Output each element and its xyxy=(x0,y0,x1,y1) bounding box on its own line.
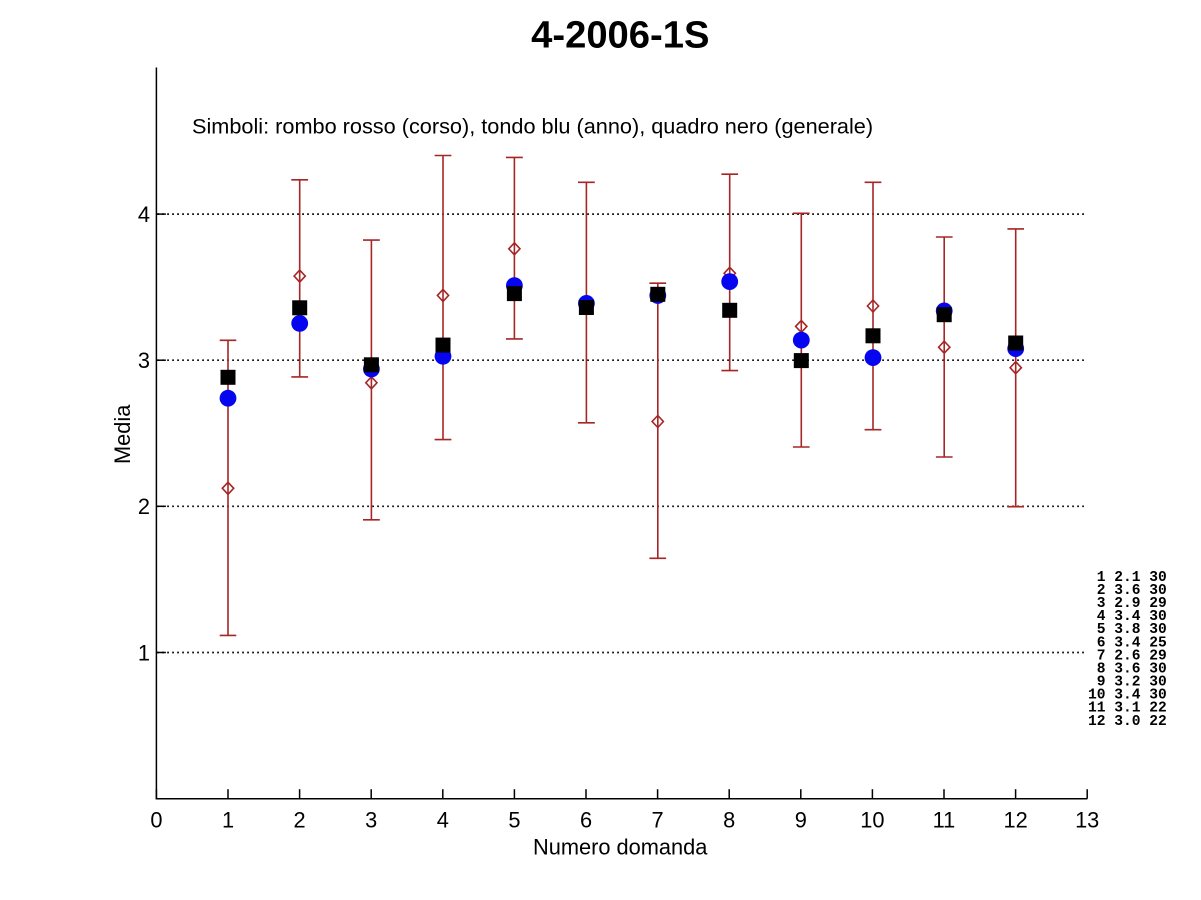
svg-text:1: 1 xyxy=(138,640,150,665)
svg-text:5: 5 xyxy=(508,808,520,833)
svg-text:Simboli: rombo rosso (corso),: Simboli: rombo rosso (corso), tondo blu … xyxy=(192,114,873,139)
svg-text:Numero domanda: Numero domanda xyxy=(533,835,708,860)
svg-text:9: 9 xyxy=(795,808,807,833)
svg-text:7: 7 xyxy=(652,808,664,833)
svg-text:12: 12 xyxy=(1003,808,1027,833)
svg-text:11: 11 xyxy=(933,808,956,833)
svg-text:5 3.8 30: 5 3.8 30 xyxy=(1088,622,1167,638)
svg-text:2: 2 xyxy=(294,808,306,833)
svg-text:10 3.4 30: 10 3.4 30 xyxy=(1088,688,1167,704)
svg-text:1 2.1 30: 1 2.1 30 xyxy=(1088,570,1167,586)
svg-text:4-2006-1S: 4-2006-1S xyxy=(531,14,709,57)
svg-text:3: 3 xyxy=(138,348,150,373)
svg-text:7 2.6 29: 7 2.6 29 xyxy=(1088,648,1167,664)
svg-text:6 3.4 25: 6 3.4 25 xyxy=(1088,635,1167,651)
svg-text:4: 4 xyxy=(138,202,150,227)
svg-text:2 3.6 30: 2 3.6 30 xyxy=(1088,583,1167,599)
svg-text:12 3.0 22: 12 3.0 22 xyxy=(1088,714,1167,730)
svg-text:8: 8 xyxy=(723,808,735,833)
svg-text:2: 2 xyxy=(138,494,150,519)
svg-text:Media: Media xyxy=(110,404,135,464)
svg-text:10: 10 xyxy=(860,808,884,833)
svg-text:6: 6 xyxy=(580,808,592,833)
svg-text:4: 4 xyxy=(437,808,449,833)
svg-text:3 2.9 29: 3 2.9 29 xyxy=(1088,596,1167,612)
svg-text:13: 13 xyxy=(1075,808,1099,833)
svg-text:9 3.2 30: 9 3.2 30 xyxy=(1088,675,1167,691)
svg-text:8 3.6 30: 8 3.6 30 xyxy=(1088,662,1167,678)
svg-text:4 3.4 30: 4 3.4 30 xyxy=(1088,609,1167,625)
svg-text:1: 1 xyxy=(222,808,234,833)
svg-text:0: 0 xyxy=(150,808,162,833)
svg-text:11 3.1 22: 11 3.1 22 xyxy=(1088,701,1167,717)
svg-text:3: 3 xyxy=(365,808,377,833)
